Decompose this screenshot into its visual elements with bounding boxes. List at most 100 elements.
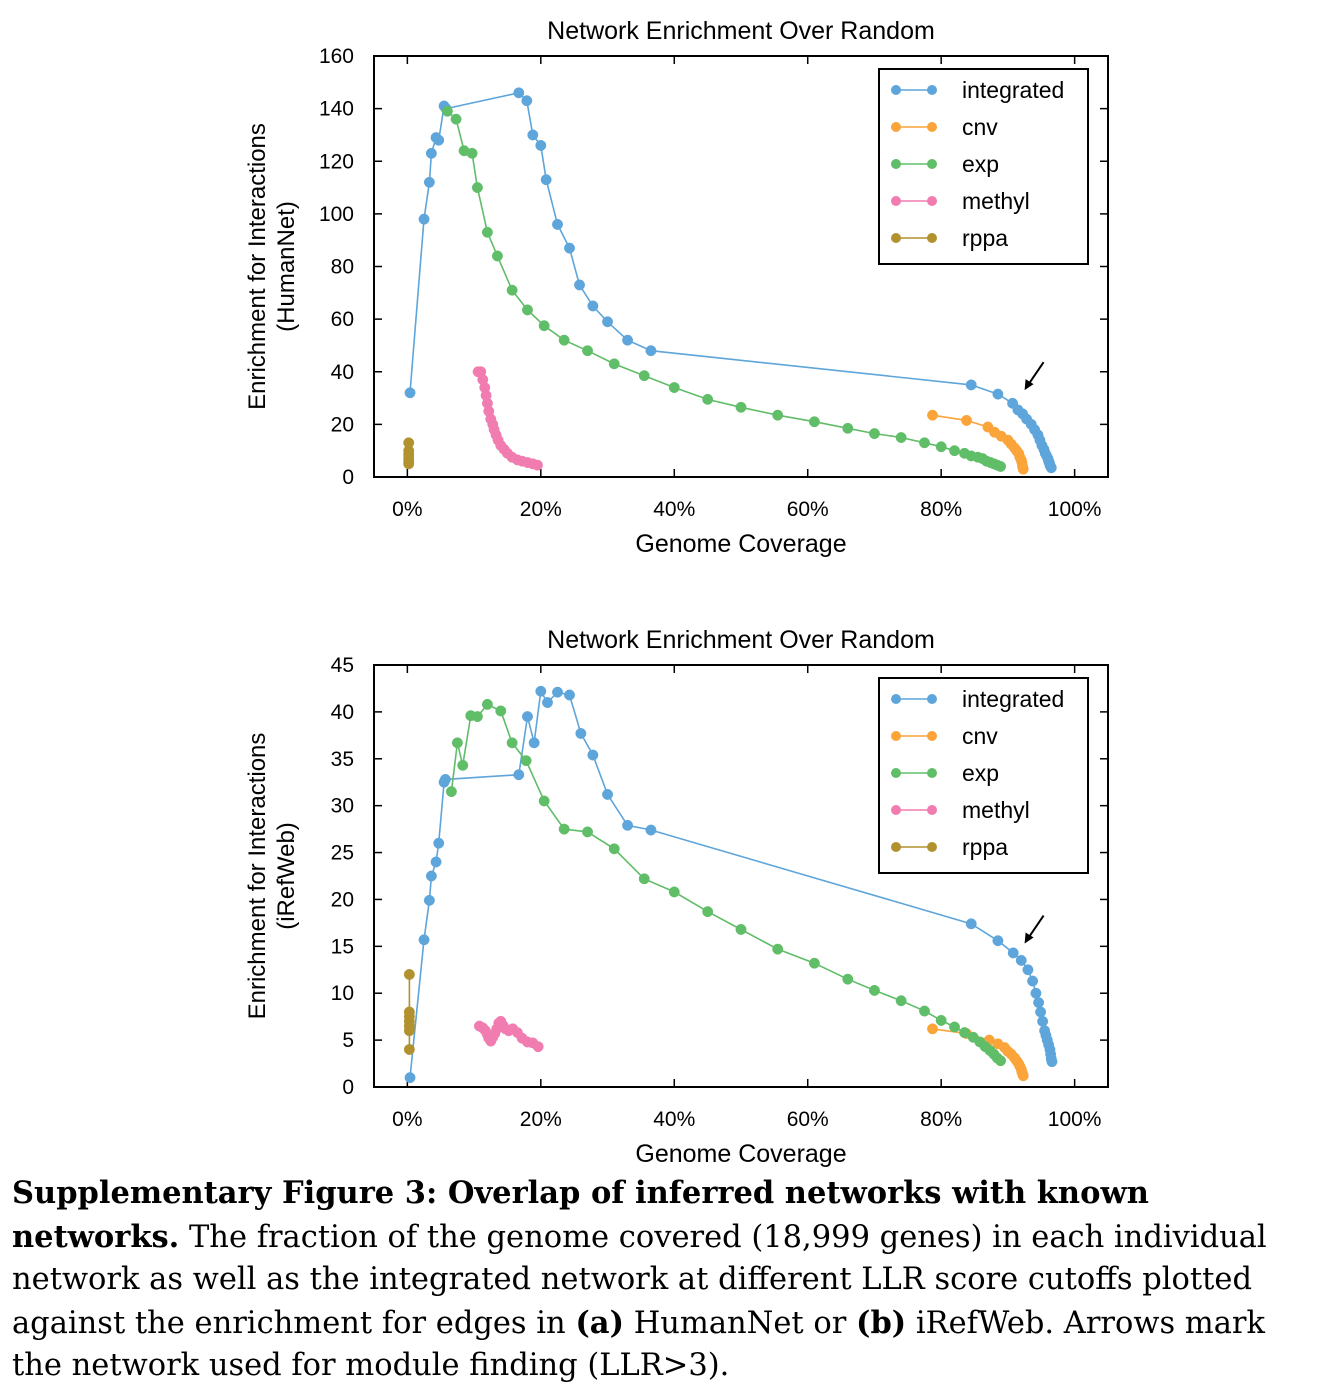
data-point-rppa — [403, 969, 415, 980]
y-tick-label: 100 — [319, 203, 354, 226]
data-point-exp — [558, 334, 570, 346]
data-point-exp — [457, 759, 469, 771]
data-point-integrated — [602, 788, 613, 800]
data-point-integrated — [522, 711, 533, 723]
data-point-integrated — [439, 773, 451, 785]
data-point-integrated — [622, 334, 634, 346]
legend-label-methyl: methyl — [962, 188, 1030, 214]
data-point-exp — [522, 304, 533, 316]
data-point-exp — [869, 984, 880, 996]
data-point-integrated — [423, 176, 435, 188]
data-point-integrated — [552, 686, 563, 698]
data-point-integrated — [540, 174, 552, 186]
data-point-integrated — [418, 934, 430, 946]
data-point-integrated — [1015, 954, 1027, 966]
data-point-rppa — [403, 1044, 415, 1055]
data-point-exp — [959, 1027, 970, 1039]
y-axis-label-2: (iRefWeb) — [273, 822, 300, 930]
legend-marker-methyl — [927, 196, 937, 206]
legend-box — [878, 677, 1089, 874]
data-point-integrated — [587, 300, 599, 312]
y-tick-label: 140 — [319, 98, 354, 121]
data-point-exp — [842, 973, 854, 985]
data-point-exp — [491, 250, 503, 262]
data-point-integrated — [535, 140, 547, 151]
data-point-integrated — [574, 279, 585, 291]
data-point-exp — [895, 432, 907, 443]
x-tick-label: 40% — [653, 498, 695, 521]
data-point-exp — [895, 995, 907, 1007]
x-tick-label: 60% — [787, 1108, 829, 1131]
y-tick-label: 0 — [342, 1076, 354, 1099]
data-point-integrated — [992, 388, 1004, 400]
data-point-integrated — [575, 728, 587, 739]
data-point-integrated — [552, 218, 563, 230]
y-tick-label: 20 — [331, 413, 354, 436]
data-point-integrated — [1027, 975, 1039, 987]
data-point-integrated — [425, 870, 437, 882]
data-point-exp — [638, 873, 650, 885]
y-axis-label: Enrichment for Interactions — [244, 123, 271, 410]
legend: integrated cnv exp methyl rppa — [878, 677, 1089, 874]
caption-label-b: (b) — [856, 1304, 907, 1341]
data-point-exp — [481, 226, 493, 238]
legend-marker-rppa — [891, 842, 901, 852]
legend-label-integrated: integrated — [962, 686, 1064, 712]
series-methyl — [473, 1015, 544, 1053]
chart-title: Network Enrichment Over Random — [547, 17, 935, 45]
y-tick-label: 35 — [331, 748, 354, 771]
data-point-integrated — [430, 856, 442, 868]
data-point-integrated — [622, 819, 634, 831]
legend-label-methyl: methyl — [962, 797, 1030, 823]
legend-marker-exp — [891, 159, 901, 169]
data-point-exp — [466, 147, 478, 159]
data-point-integrated — [404, 1072, 416, 1084]
x-tick-label: 80% — [920, 1108, 962, 1131]
legend-label-integrated: integrated — [962, 77, 1064, 103]
legend-label-rppa: rppa — [962, 834, 1008, 860]
figure: Network Enrichment Over Random 0% 20% 40% 60… — [244, 17, 1109, 1168]
data-point-integrated — [433, 134, 445, 146]
data-point-exp — [949, 445, 960, 457]
series-integrated — [404, 685, 1058, 1084]
data-point-exp — [520, 755, 532, 767]
legend-marker-cnv — [891, 122, 901, 132]
caption-text-1: The fraction of the genome covered (18,9… — [12, 1219, 1267, 1341]
y-tick-label: 40 — [331, 701, 354, 724]
series-exp — [445, 698, 1007, 1067]
legend-marker-cnv — [927, 731, 937, 741]
data-point-exp — [935, 1014, 947, 1026]
series-rppa — [403, 969, 415, 1055]
data-point-exp — [808, 957, 820, 969]
data-point-exp — [451, 737, 463, 749]
data-point-exp — [638, 370, 650, 382]
y-tick-label: 10 — [331, 982, 354, 1005]
x-tick-label: 0% — [392, 498, 422, 521]
data-point-cnv — [1017, 1070, 1029, 1082]
data-point-integrated — [1007, 947, 1019, 959]
data-point-integrated — [423, 894, 435, 906]
data-point-integrated — [527, 129, 539, 141]
data-point-exp — [919, 1005, 930, 1017]
data-point-exp — [538, 320, 550, 332]
data-point-integrated — [645, 824, 657, 836]
legend-marker-cnv — [891, 731, 901, 741]
data-point-integrated — [528, 737, 540, 749]
data-point-exp — [949, 1021, 960, 1033]
data-point-cnv — [961, 414, 972, 426]
series-cnv — [927, 1023, 1029, 1082]
data-point-exp — [842, 422, 854, 434]
chart-title: Network Enrichment Over Random — [547, 626, 935, 654]
figure-caption: Supplementary Figure 3: Overlap of infer… — [12, 1172, 1322, 1388]
legend-label-exp: exp — [962, 151, 999, 177]
x-tick-label: 0% — [392, 1108, 422, 1131]
chart-humannet: Network Enrichment Over Random 0% 20% 40% 60… — [244, 17, 1109, 558]
legend-marker-exp — [927, 768, 937, 778]
caption-label-a: (a) — [575, 1304, 624, 1341]
x-tick-label: 20% — [520, 498, 562, 521]
series-integrated — [404, 87, 1057, 474]
data-point-integrated — [965, 379, 977, 391]
y-tick-label: 120 — [319, 150, 354, 173]
series-exp — [441, 105, 1007, 472]
legend-box — [878, 68, 1089, 265]
